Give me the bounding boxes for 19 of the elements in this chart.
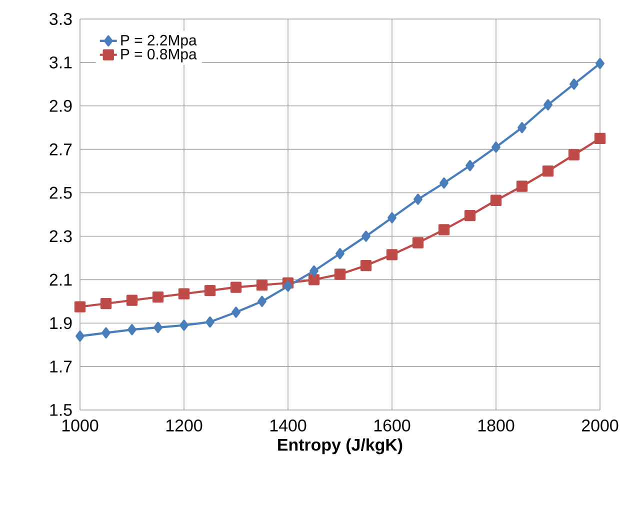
x-tick-label: 1000 — [62, 419, 98, 432]
y-tick-label: 2.7 — [50, 143, 72, 156]
y-tick-label: 2.9 — [50, 100, 72, 112]
y-tick-label: 3.3 — [50, 13, 72, 25]
x-axis-title: Entropy (J/kgK) — [278, 438, 402, 454]
x-tick-label: 1800 — [478, 419, 514, 432]
x-tick-label: 1600 — [374, 419, 410, 432]
x-tick-label: 2000 — [582, 419, 618, 432]
y-tick-label: 2.1 — [50, 274, 72, 286]
y-tick-label: 1.7 — [50, 360, 72, 372]
y-tick-label: 1.5 — [50, 404, 72, 416]
y-tick-label: 3.1 — [50, 56, 72, 68]
x-tick-label: 1400 — [270, 419, 306, 432]
legend-label: P = 0.8Mpa — [121, 48, 197, 62]
y-tick-label: 1.9 — [50, 317, 72, 330]
y-tick-label: 2.3 — [50, 230, 72, 242]
legend-label: P = 2.2Mpa — [121, 34, 197, 48]
y-tick-label: 2.5 — [50, 186, 72, 199]
x-tick-label: 1200 — [166, 419, 202, 432]
